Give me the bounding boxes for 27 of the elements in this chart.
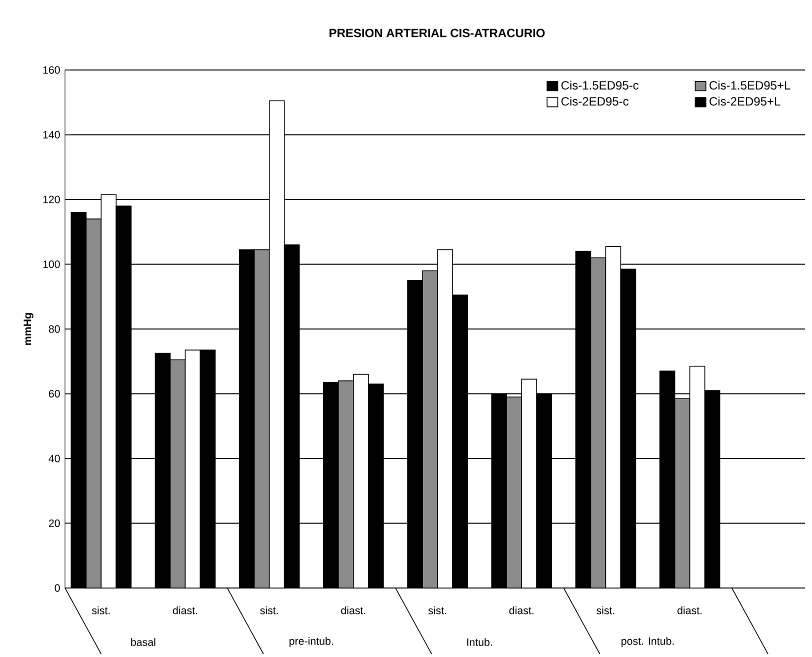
x-tick-label: diast.	[341, 606, 366, 614]
y-tick-label: 80	[48, 325, 60, 333]
x-tick-label: sist.	[428, 606, 446, 614]
y-tick-label: 20	[48, 519, 60, 528]
x-tick-label: diast.	[172, 606, 198, 614]
y-axis-title: mmHg	[24, 313, 34, 345]
text: pre-intub.	[290, 637, 333, 647]
y-tick-label: 120	[43, 196, 60, 204]
text: post. Intub.	[622, 637, 674, 647]
y-tick-label: 0	[54, 584, 60, 592]
x-tick-label: sist.	[92, 606, 110, 614]
y-tick-label: 100	[43, 260, 60, 268]
chart-title: PRESION ARTERIAL CIS-ATRACURIO	[330, 28, 545, 38]
y-tick-label: 140	[43, 130, 60, 139]
x-tick-label: diast.	[509, 606, 534, 614]
text: basal	[131, 638, 156, 646]
legend-label: Cis-2ED95-c	[561, 96, 628, 106]
legend-label: Cis-1.5ED95-c	[561, 80, 639, 90]
y-tick-label: 60	[48, 390, 60, 398]
x-tick-label: sist.	[260, 606, 278, 614]
legend-label: Cis-2ED95+L	[710, 96, 780, 106]
legend-label: Cis-1.5ED95+L	[710, 80, 790, 90]
x-tick-label: sist.	[596, 606, 614, 614]
y-tick-label: 40	[48, 454, 60, 462]
x-tick-label: diast.	[677, 606, 702, 614]
text: Intub.	[467, 638, 492, 646]
y-tick-label: 160	[43, 66, 60, 74]
